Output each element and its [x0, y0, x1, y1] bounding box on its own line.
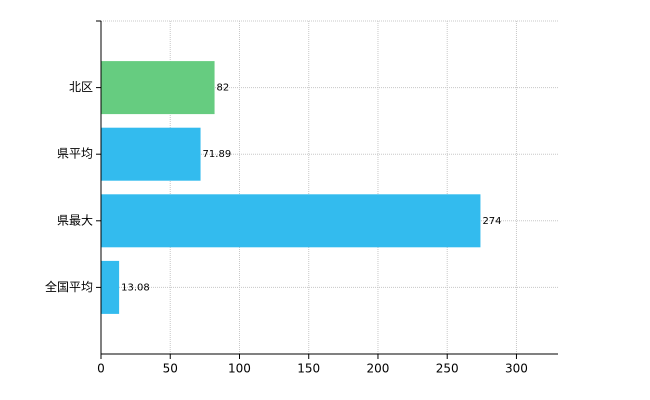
- x-tick-label: 250: [436, 362, 459, 376]
- bar: [101, 61, 215, 115]
- x-tick-label: 200: [367, 362, 390, 376]
- bar: [101, 127, 201, 181]
- value-label: 82: [217, 83, 230, 94]
- value-label: 274: [482, 216, 501, 227]
- y-tick-label: 県平均: [57, 147, 93, 161]
- bar: [101, 260, 120, 314]
- x-tick-label: 300: [505, 362, 528, 376]
- x-tick-label: 50: [163, 362, 178, 376]
- x-tick-label: 150: [297, 362, 320, 376]
- value-label: 13.08: [121, 282, 150, 293]
- y-tick-label: 県最大: [57, 213, 93, 227]
- x-tick-label: 100: [228, 362, 251, 376]
- bar: [101, 194, 481, 248]
- x-tick-label: 0: [97, 362, 105, 376]
- y-tick-label: 全国平均: [45, 279, 93, 294]
- value-label: 71.89: [203, 149, 232, 160]
- y-tick-label: 北区: [69, 80, 93, 94]
